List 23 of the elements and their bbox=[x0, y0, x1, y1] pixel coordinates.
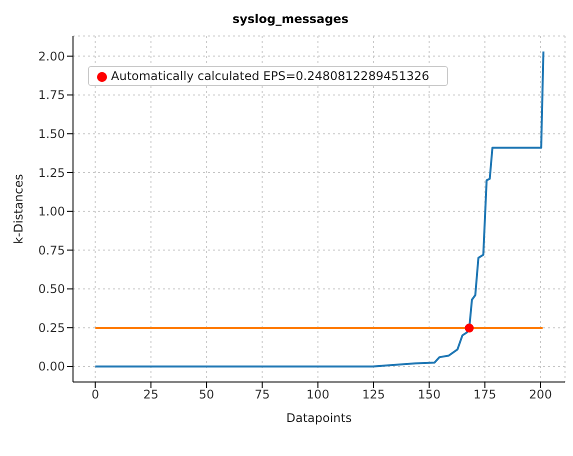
y-tick-label: 1.25 bbox=[38, 166, 65, 180]
line-series bbox=[94, 50, 544, 368]
x-tick-label: 150 bbox=[418, 388, 441, 402]
x-tick-label: 25 bbox=[143, 388, 159, 402]
y-tick-label: 0.25 bbox=[38, 320, 65, 335]
x-tick-label: 75 bbox=[254, 388, 270, 402]
x-tick-label: 0 bbox=[91, 388, 100, 402]
y-tick-label: 1.50 bbox=[38, 127, 65, 142]
y-tick-label: 1.00 bbox=[38, 204, 65, 219]
x-tick-label: 50 bbox=[198, 388, 214, 402]
y-tick-label: 0.75 bbox=[38, 243, 65, 258]
y-tick-label: 2.00 bbox=[38, 49, 65, 64]
legend-label: Automatically calculated EPS=0.2480812289451326 bbox=[111, 69, 430, 83]
x-axis-title: Datapoints bbox=[286, 411, 352, 425]
x-tick-label: 200 bbox=[529, 388, 552, 402]
chart-title: syslog_messages bbox=[232, 11, 350, 28]
y-tick-label: 0.00 bbox=[38, 360, 65, 374]
y-tick-label: 1.75 bbox=[38, 88, 65, 102]
x-tick-label: 125 bbox=[362, 388, 385, 402]
x-tick-label: 175 bbox=[473, 388, 496, 402]
y-axis-title: k-Distances bbox=[11, 174, 26, 244]
y-tick-label: 0.50 bbox=[38, 282, 65, 296]
x-tick-label: 100 bbox=[306, 388, 330, 402]
